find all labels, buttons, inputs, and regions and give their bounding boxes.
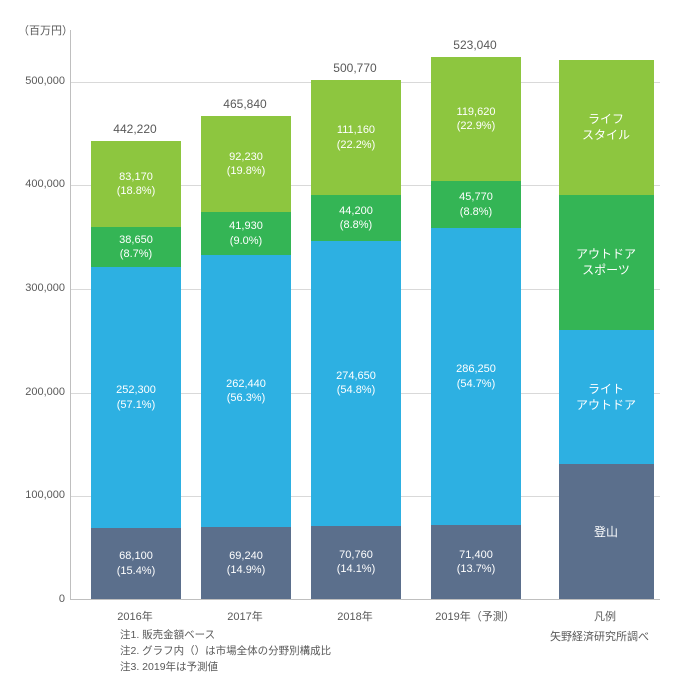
- segment-value: 262,440: [226, 377, 266, 391]
- legend-x-label: 凡例: [565, 608, 645, 624]
- bar-2016年: 68,100(15.4%)252,300(57.1%)38,650(8.7%)8…: [91, 141, 181, 599]
- plot-area: 68,100(15.4%)252,300(57.1%)38,650(8.7%)8…: [70, 30, 660, 600]
- segment-percent: (8.8%): [340, 218, 372, 232]
- legend-label-line: アウトドア: [576, 397, 636, 413]
- segment-percent: (14.1%): [337, 562, 376, 576]
- legend-label-line: ライフ: [588, 111, 624, 127]
- segment-percent: (57.1%): [117, 398, 156, 412]
- bar-2019年（予測）: 71,400(13.7%)286,250(54.7%)45,770(8.8%)1…: [431, 57, 521, 599]
- segment-value: 92,230: [229, 150, 263, 164]
- bar-total-label: 465,840: [195, 97, 295, 111]
- segment-value: 68,100: [119, 549, 153, 563]
- legend-label-line: スタイル: [582, 127, 630, 143]
- y-axis-title: （百万円）: [18, 22, 73, 38]
- bar-segment: 38,650(8.7%): [91, 227, 181, 267]
- segment-value: 286,250: [456, 362, 496, 376]
- bar-segment: 262,440(56.3%): [201, 255, 291, 527]
- bar-segment: 69,240(14.9%): [201, 527, 291, 599]
- bar-segment: 71,400(13.7%): [431, 525, 521, 599]
- segment-percent: (15.4%): [117, 564, 156, 578]
- y-tick-label: 0: [5, 593, 65, 605]
- bar-segment: 41,930(9.0%): [201, 212, 291, 255]
- bar-total-label: 442,220: [85, 122, 185, 136]
- segment-value: 119,620: [457, 105, 496, 119]
- segment-value: 69,240: [229, 549, 263, 563]
- segment-value: 45,770: [459, 190, 493, 204]
- segment-percent: (22.2%): [337, 138, 376, 152]
- footnote-2: 注2. グラフ内（）は市場全体の分野別構成比: [120, 644, 331, 660]
- legend-label-line: スポーツ: [582, 262, 630, 278]
- bar-segment: 70,760(14.1%): [311, 526, 401, 599]
- footnote-3: 注3. 2019年は予測値: [120, 660, 331, 676]
- legend-label-line: アウトドア: [576, 246, 636, 262]
- segment-percent: (18.8%): [117, 184, 156, 198]
- segment-percent: (8.7%): [120, 247, 152, 261]
- footnotes: 注1. 販売金額ベース 注2. グラフ内（）は市場全体の分野別構成比 注3. 2…: [120, 628, 331, 675]
- segment-value: 70,760: [339, 548, 373, 562]
- segment-percent: (22.9%): [457, 119, 496, 133]
- footnote-1: 注1. 販売金額ベース: [120, 628, 331, 644]
- segment-percent: (54.8%): [337, 383, 376, 397]
- segment-value: 252,300: [116, 383, 156, 397]
- y-tick-label: 100,000: [5, 489, 65, 501]
- segment-value: 71,400: [459, 548, 493, 562]
- segment-percent: (14.9%): [227, 563, 266, 577]
- bar-segment: 83,170(18.8%): [91, 141, 181, 227]
- bar-total-label: 523,040: [425, 38, 525, 52]
- y-tick-label: 500,000: [5, 75, 65, 87]
- y-tick-label: 200,000: [5, 386, 65, 398]
- legend-segment: アウトドアスポーツ: [559, 195, 654, 330]
- bar-total-label: 500,770: [305, 61, 405, 75]
- stacked-bar-chart: （百万円） 0 100,000 200,000 300,000 400,000 500,0…: [0, 0, 679, 683]
- legend-segment: 登山: [559, 464, 654, 599]
- segment-percent: (8.8%): [460, 205, 492, 219]
- segment-value: 41,930: [229, 219, 263, 233]
- bar-segment: 111,160(22.2%): [311, 80, 401, 195]
- segment-value: 38,650: [119, 233, 153, 247]
- segment-percent: (13.7%): [457, 562, 496, 576]
- y-tick-label: 300,000: [5, 282, 65, 294]
- legend-column: 登山ライトアウトドアアウトドアスポーツライフスタイル: [559, 60, 654, 599]
- segment-percent: (9.0%): [230, 234, 262, 248]
- bar-2018年: 70,760(14.1%)274,650(54.8%)44,200(8.8%)1…: [311, 80, 401, 599]
- legend-segment: ライフスタイル: [559, 60, 654, 195]
- bar-segment: 252,300(57.1%): [91, 267, 181, 528]
- segment-value: 44,200: [339, 204, 373, 218]
- segment-value: 111,160: [337, 123, 375, 137]
- y-tick-label: 400,000: [5, 178, 65, 190]
- bar-segment: 286,250(54.7%): [431, 228, 521, 525]
- x-axis-label: 2019年（予測）: [415, 608, 535, 624]
- segment-percent: (19.8%): [227, 164, 266, 178]
- bar-segment: 274,650(54.8%): [311, 241, 401, 526]
- legend-label-line: 登山: [594, 524, 618, 540]
- bar-2017年: 69,240(14.9%)262,440(56.3%)41,930(9.0%)9…: [201, 116, 291, 599]
- segment-percent: (54.7%): [457, 377, 496, 391]
- x-axis-label: 2017年: [185, 608, 305, 624]
- segment-value: 274,650: [336, 369, 376, 383]
- legend-label-line: ライト: [588, 381, 624, 397]
- bar-segment: 45,770(8.8%): [431, 181, 521, 228]
- bar-segment: 92,230(19.8%): [201, 116, 291, 212]
- source-attribution: 矢野経済研究所調べ: [550, 628, 649, 644]
- segment-value: 83,170: [119, 170, 153, 184]
- bar-segment: 68,100(15.4%): [91, 528, 181, 599]
- bar-segment: 119,620(22.9%): [431, 57, 521, 181]
- x-axis-label: 2018年: [295, 608, 415, 624]
- bar-segment: 44,200(8.8%): [311, 195, 401, 241]
- segment-percent: (56.3%): [227, 391, 266, 405]
- x-axis-label: 2016年: [75, 608, 195, 624]
- legend-segment: ライトアウトドア: [559, 330, 654, 465]
